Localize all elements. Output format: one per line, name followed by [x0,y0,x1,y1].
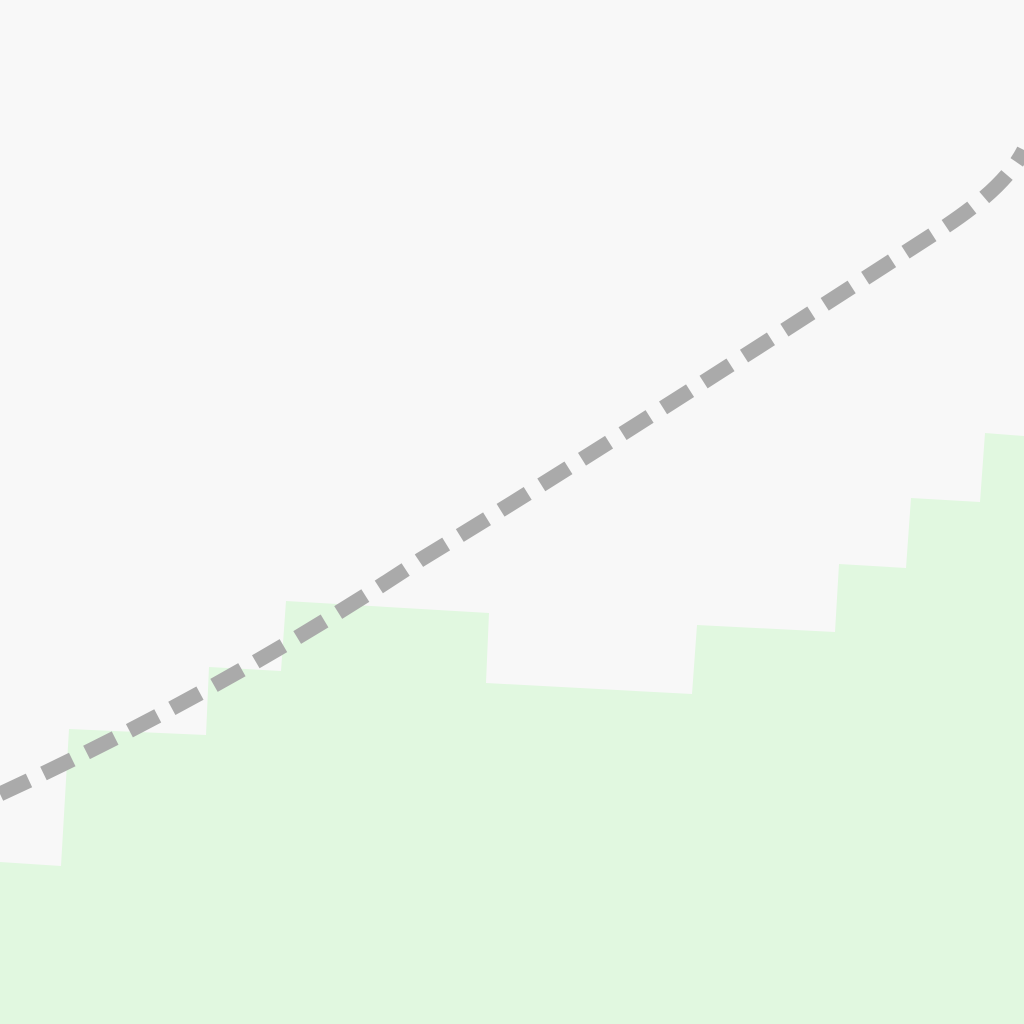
green-area [0,433,1024,1024]
dashed-path-line [0,146,1024,801]
